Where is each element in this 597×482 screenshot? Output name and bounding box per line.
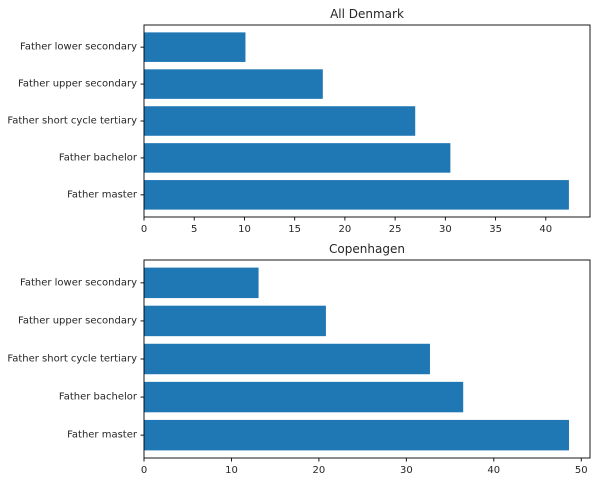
bar-father-bachelor [144,143,451,173]
y-tick-label-father-short-cycle-tertiary: Father short cycle tertiary [7,354,137,365]
y-tick-label-father-lower-secondary: Father lower secondary [20,277,137,288]
x-tick-label-5: 5 [191,224,197,235]
chart-title: All Denmark [330,7,404,21]
y-tick-label-father-lower-secondary: Father lower secondary [20,42,137,53]
x-tick-label-35: 35 [489,224,502,235]
x-tick-label-50: 50 [575,465,588,476]
bar-father-short-cycle-tertiary [144,106,416,136]
bar-father-bachelor [144,381,464,413]
y-tick-label-father-bachelor: Father bachelor [59,392,138,403]
y-tick-label-father-master: Father master [67,189,138,200]
bar-father-master [144,419,570,451]
x-tick-label-20: 20 [313,465,326,476]
axes-frame [143,24,591,218]
x-tick-label-40: 40 [487,465,500,476]
x-tick-label-20: 20 [339,224,352,235]
y-tick-label-father-bachelor: Father bachelor [59,152,138,163]
x-tick-label-0: 0 [141,465,147,476]
y-tick-label-father-upper-secondary: Father upper secondary [18,79,137,90]
y-tick-label-father-master: Father master [67,430,138,441]
bar-father-short-cycle-tertiary [144,343,430,375]
bar-father-upper-secondary [144,305,326,337]
x-tick-label-30: 30 [439,224,452,235]
x-tick-label-40: 40 [539,224,552,235]
chart-panel-copenhagen: Father master Father bachelor Father short… [7,242,591,476]
x-tick-label-25: 25 [389,224,402,235]
x-tick-label-15: 15 [288,224,301,235]
bar-father-upper-secondary [144,69,323,99]
x-tick-label-10: 10 [225,465,238,476]
bar-father-lower-secondary [144,267,259,299]
x-tick-label-30: 30 [400,465,413,476]
chart-panel-all-denmark: Father master Father bachelor Father short… [7,7,591,235]
chart-title: Copenhagen [329,242,405,256]
bar-father-master [144,180,569,210]
x-tick-label-10: 10 [238,224,251,235]
bar-father-lower-secondary [144,32,246,62]
y-tick-label-father-short-cycle-tertiary: Father short cycle tertiary [7,116,137,127]
y-tick-label-father-upper-secondary: Father upper secondary [18,315,137,326]
x-tick-label-0: 0 [141,224,147,235]
axes-frame [143,259,591,459]
